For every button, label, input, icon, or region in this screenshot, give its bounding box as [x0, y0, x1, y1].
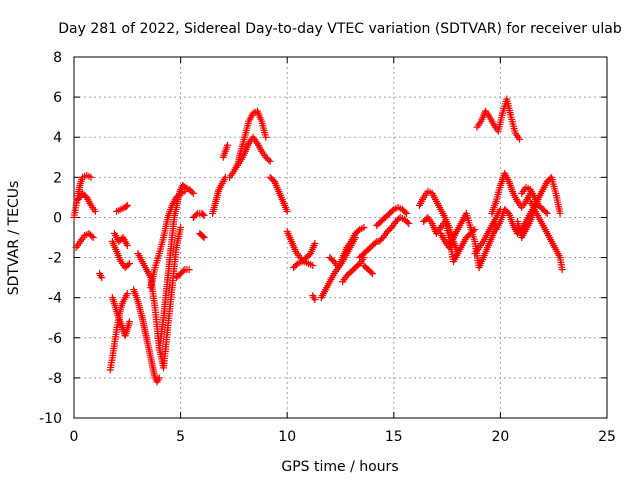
data-point: [360, 223, 368, 231]
data-point: [199, 232, 207, 240]
data-point: [354, 227, 362, 235]
data-point: [181, 187, 189, 195]
axis-ticks: [73, 56, 608, 419]
data-point: [405, 219, 413, 227]
data-point: [123, 290, 131, 298]
y-tick-label: -6: [48, 331, 62, 347]
x-tick-label: 0: [70, 429, 79, 445]
x-axis-tick-labels: 0 5 10 15 20 25: [70, 429, 616, 445]
data-point: [188, 188, 196, 196]
x-tick-label: 5: [176, 429, 185, 445]
data-point: [123, 201, 131, 209]
data-point: [368, 270, 376, 278]
data-point: [89, 234, 97, 241]
data-point: [199, 210, 207, 218]
data-point: [224, 141, 232, 149]
x-tick-label: 15: [385, 429, 403, 445]
data-point: [189, 189, 197, 197]
y-tick-label: 6: [53, 90, 62, 106]
data-point: [98, 274, 106, 282]
data-point: [311, 240, 319, 248]
data-point: [200, 211, 208, 219]
data-point: [262, 133, 270, 141]
x-tick-label: 10: [278, 429, 296, 445]
data-point: [122, 202, 130, 210]
data-point: [87, 173, 95, 181]
y-axis-tick-labels: -10 -8 -6 -4 -2 0 2 4 6 8: [39, 50, 62, 427]
y-tick-label: -8: [48, 371, 62, 387]
data-point: [283, 207, 291, 215]
data-point: [403, 209, 411, 217]
data-point: [388, 207, 396, 215]
data-point: [292, 261, 300, 269]
y-tick-label: -4: [48, 291, 62, 307]
x-tick-label: 20: [491, 429, 509, 445]
data-point: [192, 211, 200, 219]
x-tick-label: 25: [598, 429, 616, 445]
y-tick-label: 2: [53, 170, 62, 186]
y-tick-label: -2: [48, 251, 62, 267]
y-tick-label: 0: [53, 210, 62, 226]
plot-frame: [73, 56, 608, 419]
data-points: [70, 95, 566, 386]
data-point: [125, 260, 133, 268]
data-point: [556, 209, 564, 217]
data-point: [88, 232, 96, 240]
data-point: [367, 268, 375, 276]
chart-title: Day 281 of 2022, Sidereal Day-to-day VTE…: [58, 21, 622, 37]
data-point: [558, 266, 566, 274]
data-point: [200, 234, 208, 241]
data-point: [185, 266, 193, 274]
data-point: [265, 156, 273, 164]
data-point: [266, 157, 274, 165]
y-tick-label: 8: [53, 50, 62, 66]
y-tick-label: 4: [53, 130, 62, 146]
data-point: [542, 208, 550, 216]
data-point: [91, 207, 99, 215]
data-point: [177, 223, 185, 231]
data-point: [124, 261, 132, 269]
data-point: [311, 296, 319, 304]
x-axis-label: GPS time / hours: [281, 459, 398, 475]
data-point: [403, 218, 411, 226]
y-axis-label: SDTVAR / TECUs: [6, 181, 22, 296]
data-point: [175, 191, 183, 199]
y-tick-label: -10: [39, 411, 62, 427]
data-point: [401, 208, 409, 216]
data-point: [179, 267, 187, 275]
data-point: [155, 374, 163, 382]
data-point: [123, 242, 131, 250]
data-point: [371, 239, 379, 247]
data-point: [543, 209, 551, 217]
data-point: [309, 262, 317, 270]
data-point: [516, 135, 524, 143]
data-point: [125, 318, 133, 326]
